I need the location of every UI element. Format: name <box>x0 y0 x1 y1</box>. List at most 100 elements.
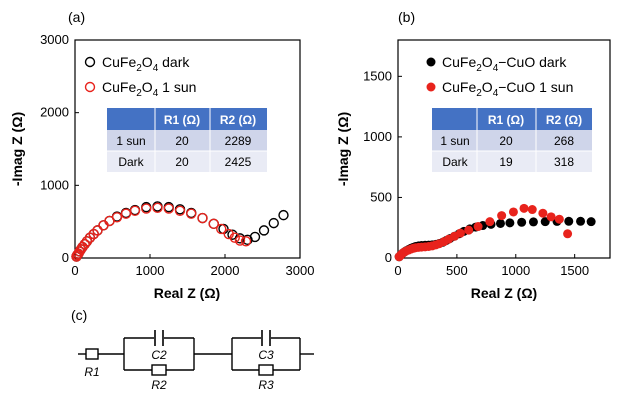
y-tick-label-b-0: 0 <box>385 250 392 265</box>
plot-a-axes: 0 1000 2000 3000 0 1000 2000 3000 <box>40 32 314 278</box>
point-b-s1-20 <box>455 228 465 238</box>
table-b-row2-bg <box>432 151 592 172</box>
table-a-row2-r2: 2425 <box>225 155 252 169</box>
point-b-s0-27 <box>495 218 505 228</box>
y-tick-label-b-2: 1000 <box>363 129 392 144</box>
table-b-row1-r1: 20 <box>499 134 513 148</box>
circuit-wires <box>78 337 314 371</box>
point-b-s1-24 <box>497 211 507 221</box>
point-b-s0-30 <box>528 217 538 227</box>
table-a-row2-bg <box>107 151 267 172</box>
table-b-row1-r2: 268 <box>554 134 574 148</box>
table-b-row2-label: Dark <box>442 155 468 169</box>
legend-a-dark-marker <box>84 56 96 68</box>
y-tick-label-a-1: 1000 <box>40 177 69 192</box>
point-a-s1-26 <box>234 235 246 246</box>
table-a-row2-label: Dark <box>118 155 144 169</box>
y-tick-label-a-3: 3000 <box>40 32 69 47</box>
x-tick-label-a-0: 0 <box>71 263 78 278</box>
plot-a-xlabel: Real Z (Ω) <box>154 285 220 301</box>
point-a-s0-27 <box>249 231 261 243</box>
x-tick-label-b-3: 1500 <box>560 263 589 278</box>
point-a-s0-30 <box>278 209 289 221</box>
point-a-s1-10 <box>92 225 103 236</box>
point-b-s1-31 <box>563 229 573 239</box>
x-tick-label-b-0: 0 <box>394 263 401 278</box>
plot-a-points <box>71 201 289 262</box>
legend-a-dark-label: CuFe2O4 dark <box>102 54 190 74</box>
panel-a: (a) 0 1000 2000 3000 0 1000 2000 3000 Real Z (Ω… <box>9 9 314 301</box>
panel-c-label: (c) <box>71 307 87 323</box>
table-a-col-r1: R1 (Ω) <box>164 113 200 127</box>
y-tick-label-a-0: 0 <box>62 250 69 265</box>
point-b-s0-29 <box>517 217 527 227</box>
point-a-s1-23 <box>216 223 227 235</box>
plot-a-table: R1 (Ω) R2 (Ω) 1 sun 20 2289 Dark 20 2425 <box>107 108 267 172</box>
legend-a-sun-marker <box>84 81 96 93</box>
point-b-s1-21 <box>464 225 474 235</box>
point-a-s1-20 <box>186 208 197 219</box>
point-a-s1-25 <box>229 232 240 243</box>
point-b-s1-23 <box>485 217 495 227</box>
point-a-s1-22 <box>208 218 219 230</box>
point-a-s1-13 <box>111 212 123 223</box>
resistor-r1-icon <box>85 348 99 360</box>
plot-b-xlabel: Real Z (Ω) <box>471 285 537 301</box>
point-b-s1-25 <box>508 207 518 217</box>
r2-label: R2 <box>151 378 167 392</box>
point-a-s0-28 <box>258 225 270 236</box>
legend-b-sun-label: CuFe2O4−CuO 1 sun <box>442 79 573 99</box>
panel-c-circuit: (c) <box>71 307 314 392</box>
r1-label: R1 <box>84 365 99 379</box>
plot-a-frame <box>74 39 301 259</box>
point-b-s0-34 <box>576 216 586 226</box>
table-b-header-bg <box>432 108 592 130</box>
plot-b-axes: 0 500 1000 1500 0 500 1000 1500 <box>363 68 589 278</box>
x-tick-label-a-1: 1000 <box>136 263 165 278</box>
y-tick-label-a-2: 2000 <box>40 105 69 120</box>
point-a-s1-21 <box>197 212 208 224</box>
plot-b-frame <box>397 39 611 259</box>
plot-a-legend: CuFe2O4 dark CuFe2O4 1 sun <box>84 54 196 99</box>
point-a-s1-17 <box>152 202 163 214</box>
plot-b-legend: CuFe2O4−CuO dark CuFe2O4−CuO 1 sun <box>426 54 573 99</box>
table-a-row1-r2: 2289 <box>225 134 252 148</box>
x-tick-label-a-2: 2000 <box>211 263 240 278</box>
point-b-s1-30 <box>554 214 564 224</box>
table-b-row1-bg <box>432 130 592 151</box>
resistor-r3-icon <box>258 364 274 376</box>
r3-label: R3 <box>258 378 274 392</box>
legend-b-dark-marker <box>426 57 436 67</box>
c3-label: C3 <box>258 348 274 362</box>
table-a-row1-r1: 20 <box>175 134 189 148</box>
panel-a-label: (a) <box>68 9 85 25</box>
x-tick-label-a-3: 3000 <box>286 263 315 278</box>
legend-a-sun-label: CuFe2O4 1 sun <box>102 79 196 99</box>
point-a-s1-6 <box>79 238 90 250</box>
panel-b-label: (b) <box>398 9 415 25</box>
table-b-row2-r2: 318 <box>554 155 574 169</box>
x-tick-label-b-1: 500 <box>446 263 468 278</box>
plot-b-table: R1 (Ω) R2 (Ω) 1 sun 20 268 Dark 19 318 <box>432 108 592 172</box>
y-tick-label-b-3: 1500 <box>363 68 392 83</box>
point-a-s1-19 <box>174 205 186 216</box>
table-b-row2-r1: 19 <box>499 155 513 169</box>
table-a-row1-label: 1 sun <box>116 134 145 148</box>
resistor-r2-icon <box>151 364 167 376</box>
point-a-s1-11 <box>98 220 109 231</box>
plot-b-points <box>394 203 596 262</box>
point-b-s1-29 <box>546 212 556 222</box>
table-b-row1-label: 1 sun <box>440 134 469 148</box>
point-a-s1-15 <box>129 205 141 216</box>
point-a-s1-18 <box>163 203 174 214</box>
table-b-col-r1: R1 (Ω) <box>488 113 524 127</box>
point-b-s1-27 <box>527 205 537 215</box>
y-tick-label-b-1: 500 <box>370 189 392 204</box>
plot-a-ylabel: -Imag Z (Ω) <box>9 112 25 186</box>
point-b-s0-33 <box>564 216 574 226</box>
point-a-s1-9 <box>88 228 99 240</box>
point-a-s1-14 <box>120 208 132 219</box>
table-a-row2-r1: 20 <box>175 155 189 169</box>
point-b-s1-22 <box>473 222 483 232</box>
